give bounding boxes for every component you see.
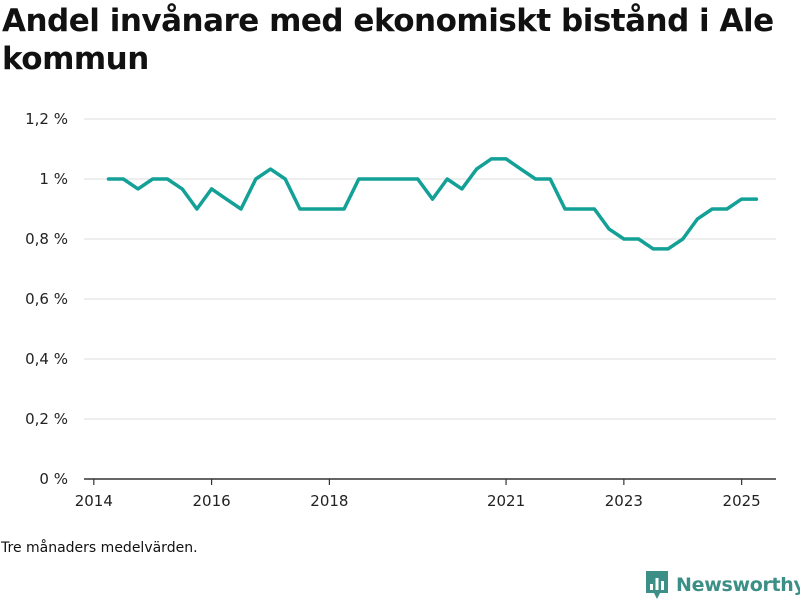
- data-point: [519, 167, 523, 171]
- data-point: [430, 197, 434, 201]
- y-tick-label: 0,4 %: [25, 350, 68, 368]
- footnote: Tre månaders medelvärden.: [1, 540, 198, 556]
- x-axis: [84, 478, 776, 485]
- data-point: [622, 237, 626, 241]
- data-point: [754, 197, 758, 201]
- data-point: [357, 177, 361, 181]
- data-point: [107, 177, 111, 181]
- chart-title: Andel invånare med ekonomiskt bistånd i …: [2, 3, 774, 77]
- data-point: [210, 187, 214, 191]
- y-tick-label: 1,2 %: [25, 110, 68, 128]
- newsworthy-logo-icon: [646, 571, 668, 599]
- data-point: [416, 177, 420, 181]
- x-tick-label: 2018: [310, 492, 348, 510]
- data-point: [401, 177, 405, 181]
- data-point: [651, 247, 655, 251]
- data-point: [136, 187, 140, 191]
- data-point: [710, 207, 714, 211]
- data-point: [254, 177, 258, 181]
- data-point: [607, 227, 611, 231]
- x-tick-label: 2014: [75, 492, 113, 510]
- data-point: [342, 207, 346, 211]
- data-point: [592, 207, 596, 211]
- y-tick-label: 1 %: [39, 170, 68, 188]
- series: [106, 157, 759, 251]
- data-point: [180, 187, 184, 191]
- data-point: [239, 207, 243, 211]
- data-point: [386, 177, 390, 181]
- data-point: [695, 217, 699, 221]
- brand-name: Newsworthy: [676, 574, 800, 596]
- y-tick-label: 0 %: [39, 470, 68, 488]
- y-tick-label: 0,8 %: [25, 230, 68, 248]
- data-point: [298, 207, 302, 211]
- data-point: [121, 177, 125, 181]
- data-point: [681, 237, 685, 241]
- data-point: [475, 167, 479, 171]
- data-point: [578, 207, 582, 211]
- data-point: [313, 207, 317, 211]
- x-tick-label: 2023: [605, 492, 643, 510]
- series-line: [106, 157, 759, 251]
- data-point: [637, 237, 641, 241]
- x-tick-label: 2025: [723, 492, 761, 510]
- data-point: [725, 207, 729, 211]
- y-tick-label: 0,6 %: [25, 290, 68, 308]
- data-point: [372, 177, 376, 181]
- data-point: [534, 177, 538, 181]
- data-point: [327, 207, 331, 211]
- data-point: [283, 177, 287, 181]
- data-point: [445, 177, 449, 181]
- gridlines: [84, 118, 776, 420]
- y-tick-label: 0,2 %: [25, 410, 68, 428]
- data-point: [224, 197, 228, 201]
- data-point: [460, 187, 464, 191]
- data-point: [165, 177, 169, 181]
- x-tick-label: 2021: [487, 492, 525, 510]
- data-point: [548, 177, 552, 181]
- data-point: [740, 197, 744, 201]
- brand-logo: Newsworthy: [644, 568, 800, 602]
- data-point: [489, 157, 493, 161]
- y-axis-tick-labels: 0 % 0,2 % 0,4 % 0,6 % 0,8 % 1 % 1,2 %: [25, 110, 68, 488]
- data-point: [268, 167, 272, 171]
- x-axis-tick-labels: 2014 2016 2018 2021 2023 2025: [75, 492, 761, 510]
- data-point: [151, 177, 155, 181]
- data-point: [195, 207, 199, 211]
- x-tick-label: 2016: [193, 492, 231, 510]
- data-point: [666, 247, 670, 251]
- data-point: [504, 157, 508, 161]
- data-point: [563, 207, 567, 211]
